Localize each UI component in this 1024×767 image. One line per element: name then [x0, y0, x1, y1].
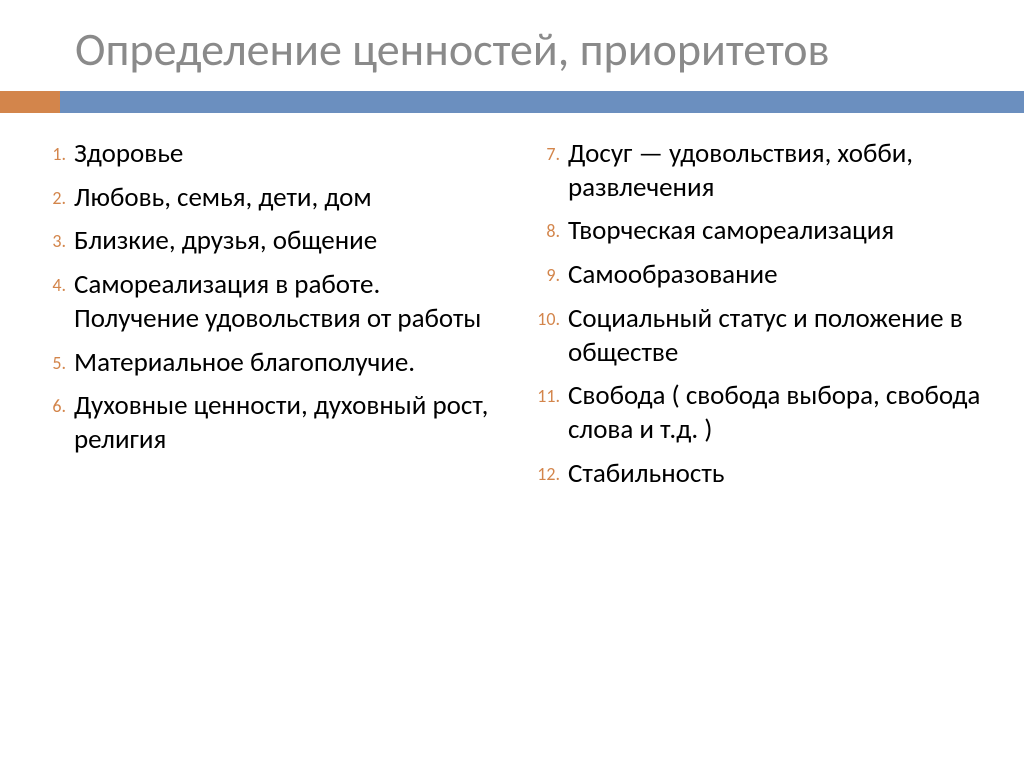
- list-item-number: 3.: [30, 230, 66, 252]
- list-item-text: Любовь, семья, дети, дом: [74, 181, 500, 215]
- list-item: 6.Духовные ценности, духовный рост, рели…: [74, 389, 500, 457]
- list-item-text: Духовные ценности, духовный рост, религи…: [74, 389, 500, 457]
- list-item-number: 12.: [524, 463, 560, 485]
- slide: Определение ценностей, приоритетов 1.Здо…: [0, 0, 1024, 767]
- list-item-number: 2.: [30, 187, 66, 209]
- divider-main-block: [60, 91, 1024, 113]
- list-item: 10.Социальный статус и положение в общес…: [568, 302, 994, 370]
- list-item-text: Социальный статус и положение в обществе: [568, 302, 994, 370]
- list-item-number: 7.: [524, 143, 560, 165]
- list-item-text: Здоровье: [74, 137, 500, 171]
- list-item: 7.Досуг — удовольствия, хобби, развлечен…: [568, 137, 994, 205]
- values-list-left: 1.Здоровье2.Любовь, семья, дети, дом3.Бл…: [30, 137, 500, 457]
- divider-accent-block: [0, 91, 60, 113]
- list-item-text: Досуг — удовольствия, хобби, развлечения: [568, 137, 994, 205]
- list-item-text: Материальное благополучие.: [74, 346, 500, 380]
- list-item-number: 5.: [30, 352, 66, 374]
- list-item-number: 10.: [524, 308, 560, 330]
- title-divider: [0, 91, 1024, 113]
- list-item-number: 8.: [524, 220, 560, 242]
- list-item-text: Самообразование: [568, 258, 994, 292]
- list-item: 8.Творческая самореализация: [568, 214, 994, 248]
- body-columns: 1.Здоровье2.Любовь, семья, дети, дом3.Бл…: [0, 113, 1024, 501]
- list-item: 3.Близкие, друзья, общение: [74, 224, 500, 258]
- list-item: 1.Здоровье: [74, 137, 500, 171]
- list-item: 4.Самореализация в работе. Получение удо…: [74, 268, 500, 336]
- list-item: 9.Самообразование: [568, 258, 994, 292]
- list-item-text: Стабильность: [568, 457, 994, 491]
- list-item-text: Свобода ( свобода выбора, свобода слова …: [568, 379, 994, 447]
- list-item-text: Самореализация в работе. Получение удово…: [74, 268, 500, 336]
- slide-title: Определение ценностей, приоритетов: [0, 24, 1024, 77]
- left-column: 1.Здоровье2.Любовь, семья, дети, дом3.Бл…: [30, 137, 500, 501]
- list-item: 5.Материальное благополучие.: [74, 346, 500, 380]
- list-item-text: Творческая самореализация: [568, 214, 994, 248]
- list-item: 12.Стабильность: [568, 457, 994, 491]
- list-item-number: 11.: [524, 385, 560, 407]
- list-item-number: 9.: [524, 264, 560, 286]
- list-item-number: 1.: [30, 143, 66, 165]
- list-item-text: Близкие, друзья, общение: [74, 224, 500, 258]
- list-item: 2.Любовь, семья, дети, дом: [74, 181, 500, 215]
- right-column: 7. Досуг — удовольствия, хобби, развлечен…: [524, 137, 994, 501]
- list-item: 11.Свобода ( свобода выбора, свобода сло…: [568, 379, 994, 447]
- values-list-right: 7. Досуг — удовольствия, хобби, развлечен…: [524, 137, 994, 491]
- list-item-number: 6.: [30, 395, 66, 417]
- list-item-number: 4.: [30, 274, 66, 296]
